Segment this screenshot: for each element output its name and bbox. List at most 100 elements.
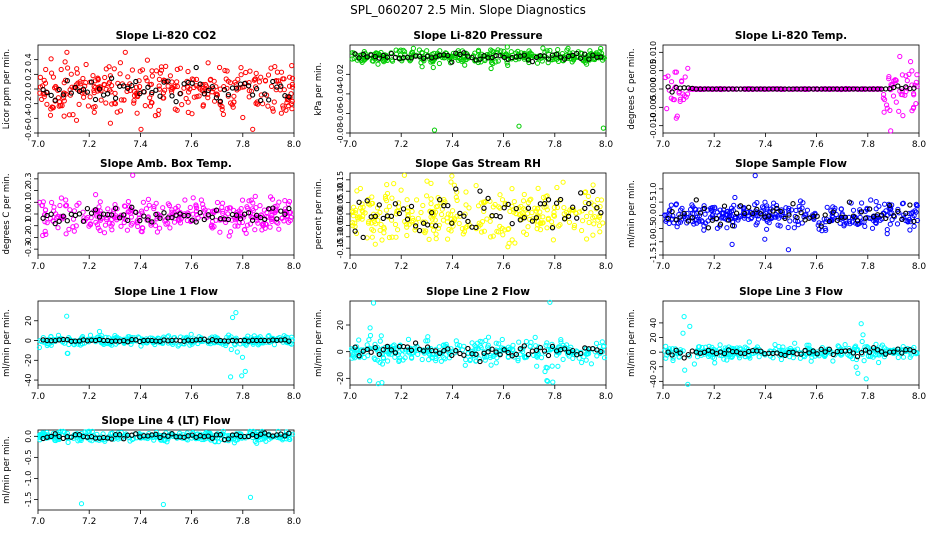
data-point: [448, 179, 454, 185]
data-point: [239, 354, 246, 360]
average-point: [754, 206, 760, 213]
chart-title: Slope Li-820 CO2: [116, 30, 217, 42]
data-point: [680, 330, 686, 336]
data-point: [521, 191, 527, 198]
data-point: [448, 228, 454, 234]
data-point: [409, 355, 415, 361]
average-point: [225, 91, 232, 98]
x-tick-label: 7.6: [496, 262, 511, 272]
data-point: [913, 201, 919, 207]
data-point: [708, 205, 714, 211]
data-point: [187, 204, 193, 211]
average-point: [108, 212, 115, 218]
data-point: [450, 208, 456, 214]
x-tick-label: 7.8: [236, 140, 251, 150]
chart-title: Slope Gas Stream RH: [415, 158, 541, 170]
average-point: [266, 97, 272, 103]
average-point: [48, 92, 54, 99]
data-point: [194, 94, 200, 100]
data-point: [167, 225, 173, 231]
data-point: [198, 197, 204, 203]
data-point: [259, 227, 265, 233]
data-point: [794, 346, 801, 352]
data-point: [873, 206, 879, 212]
average-point: [818, 223, 824, 229]
data-point: [864, 205, 870, 211]
data-point: [43, 231, 49, 237]
data-point: [597, 204, 603, 210]
x-tick-label: 7.8: [548, 392, 563, 402]
data-point: [238, 72, 244, 78]
average-point: [766, 213, 772, 219]
data-point: [50, 105, 56, 111]
average-point: [489, 54, 495, 61]
data-point: [70, 224, 76, 230]
average-point: [189, 432, 195, 438]
data-point: [497, 223, 503, 229]
average-point: [822, 349, 828, 355]
y-tick-label: -20: [24, 354, 33, 367]
average-point: [125, 85, 131, 91]
average-point: [677, 350, 683, 356]
y-tick-label: 20: [649, 332, 658, 342]
data-point: [725, 208, 731, 214]
data-point: [386, 351, 392, 357]
data-point: [550, 379, 556, 385]
average-point: [883, 215, 889, 222]
average-point: [112, 95, 119, 101]
data-point: [888, 128, 894, 134]
average-point: [137, 90, 143, 97]
data-point: [909, 68, 915, 74]
data-point: [404, 197, 410, 203]
data-point: [257, 203, 263, 209]
average-point: [818, 346, 824, 352]
plot-frame: [37, 429, 295, 511]
data-point: [566, 219, 573, 225]
y-axis-label: ml/min per min.: [314, 309, 324, 377]
data-point: [117, 60, 124, 66]
data-point: [286, 219, 292, 225]
average-point: [537, 344, 544, 351]
data-point: [289, 63, 295, 69]
data-point: [418, 209, 424, 216]
data-point: [493, 340, 499, 346]
data-point: [472, 58, 478, 64]
average-point: [590, 52, 596, 58]
average-point: [364, 346, 370, 353]
data-point: [480, 199, 487, 205]
data-point: [131, 98, 137, 104]
average-point: [137, 217, 143, 224]
data-point: [63, 197, 69, 203]
average-point: [60, 213, 66, 219]
average-point: [862, 347, 869, 353]
data-point: [414, 197, 420, 203]
average-point: [878, 349, 885, 355]
data-point: [821, 352, 828, 358]
data-point: [512, 240, 518, 246]
data-point: [681, 96, 687, 103]
average-point: [677, 214, 683, 220]
data-point: [424, 48, 430, 54]
average-point: [850, 350, 857, 356]
average-point: [408, 55, 415, 61]
chart-title: Slope Line 4 (LT) Flow: [101, 415, 231, 427]
average-point: [485, 195, 491, 202]
data-point: [439, 211, 445, 218]
data-point: [80, 75, 86, 82]
x-tick-label: 7.4: [445, 140, 460, 150]
data-point: [107, 120, 114, 126]
x-tick-label: 8.0: [599, 140, 614, 150]
average-point: [453, 348, 459, 354]
average-point: [165, 78, 171, 84]
y-tick-label: 20: [336, 320, 345, 330]
data-point: [401, 172, 407, 178]
y-tick-label: -0.2: [24, 96, 33, 112]
average-point: [533, 347, 540, 353]
average-point: [404, 344, 411, 350]
data-point: [77, 79, 83, 85]
data-point: [780, 86, 786, 92]
data-point: [105, 206, 111, 212]
data-point: [717, 207, 723, 213]
data-point: [386, 203, 392, 210]
y-tick-label: 1.0: [649, 183, 658, 196]
